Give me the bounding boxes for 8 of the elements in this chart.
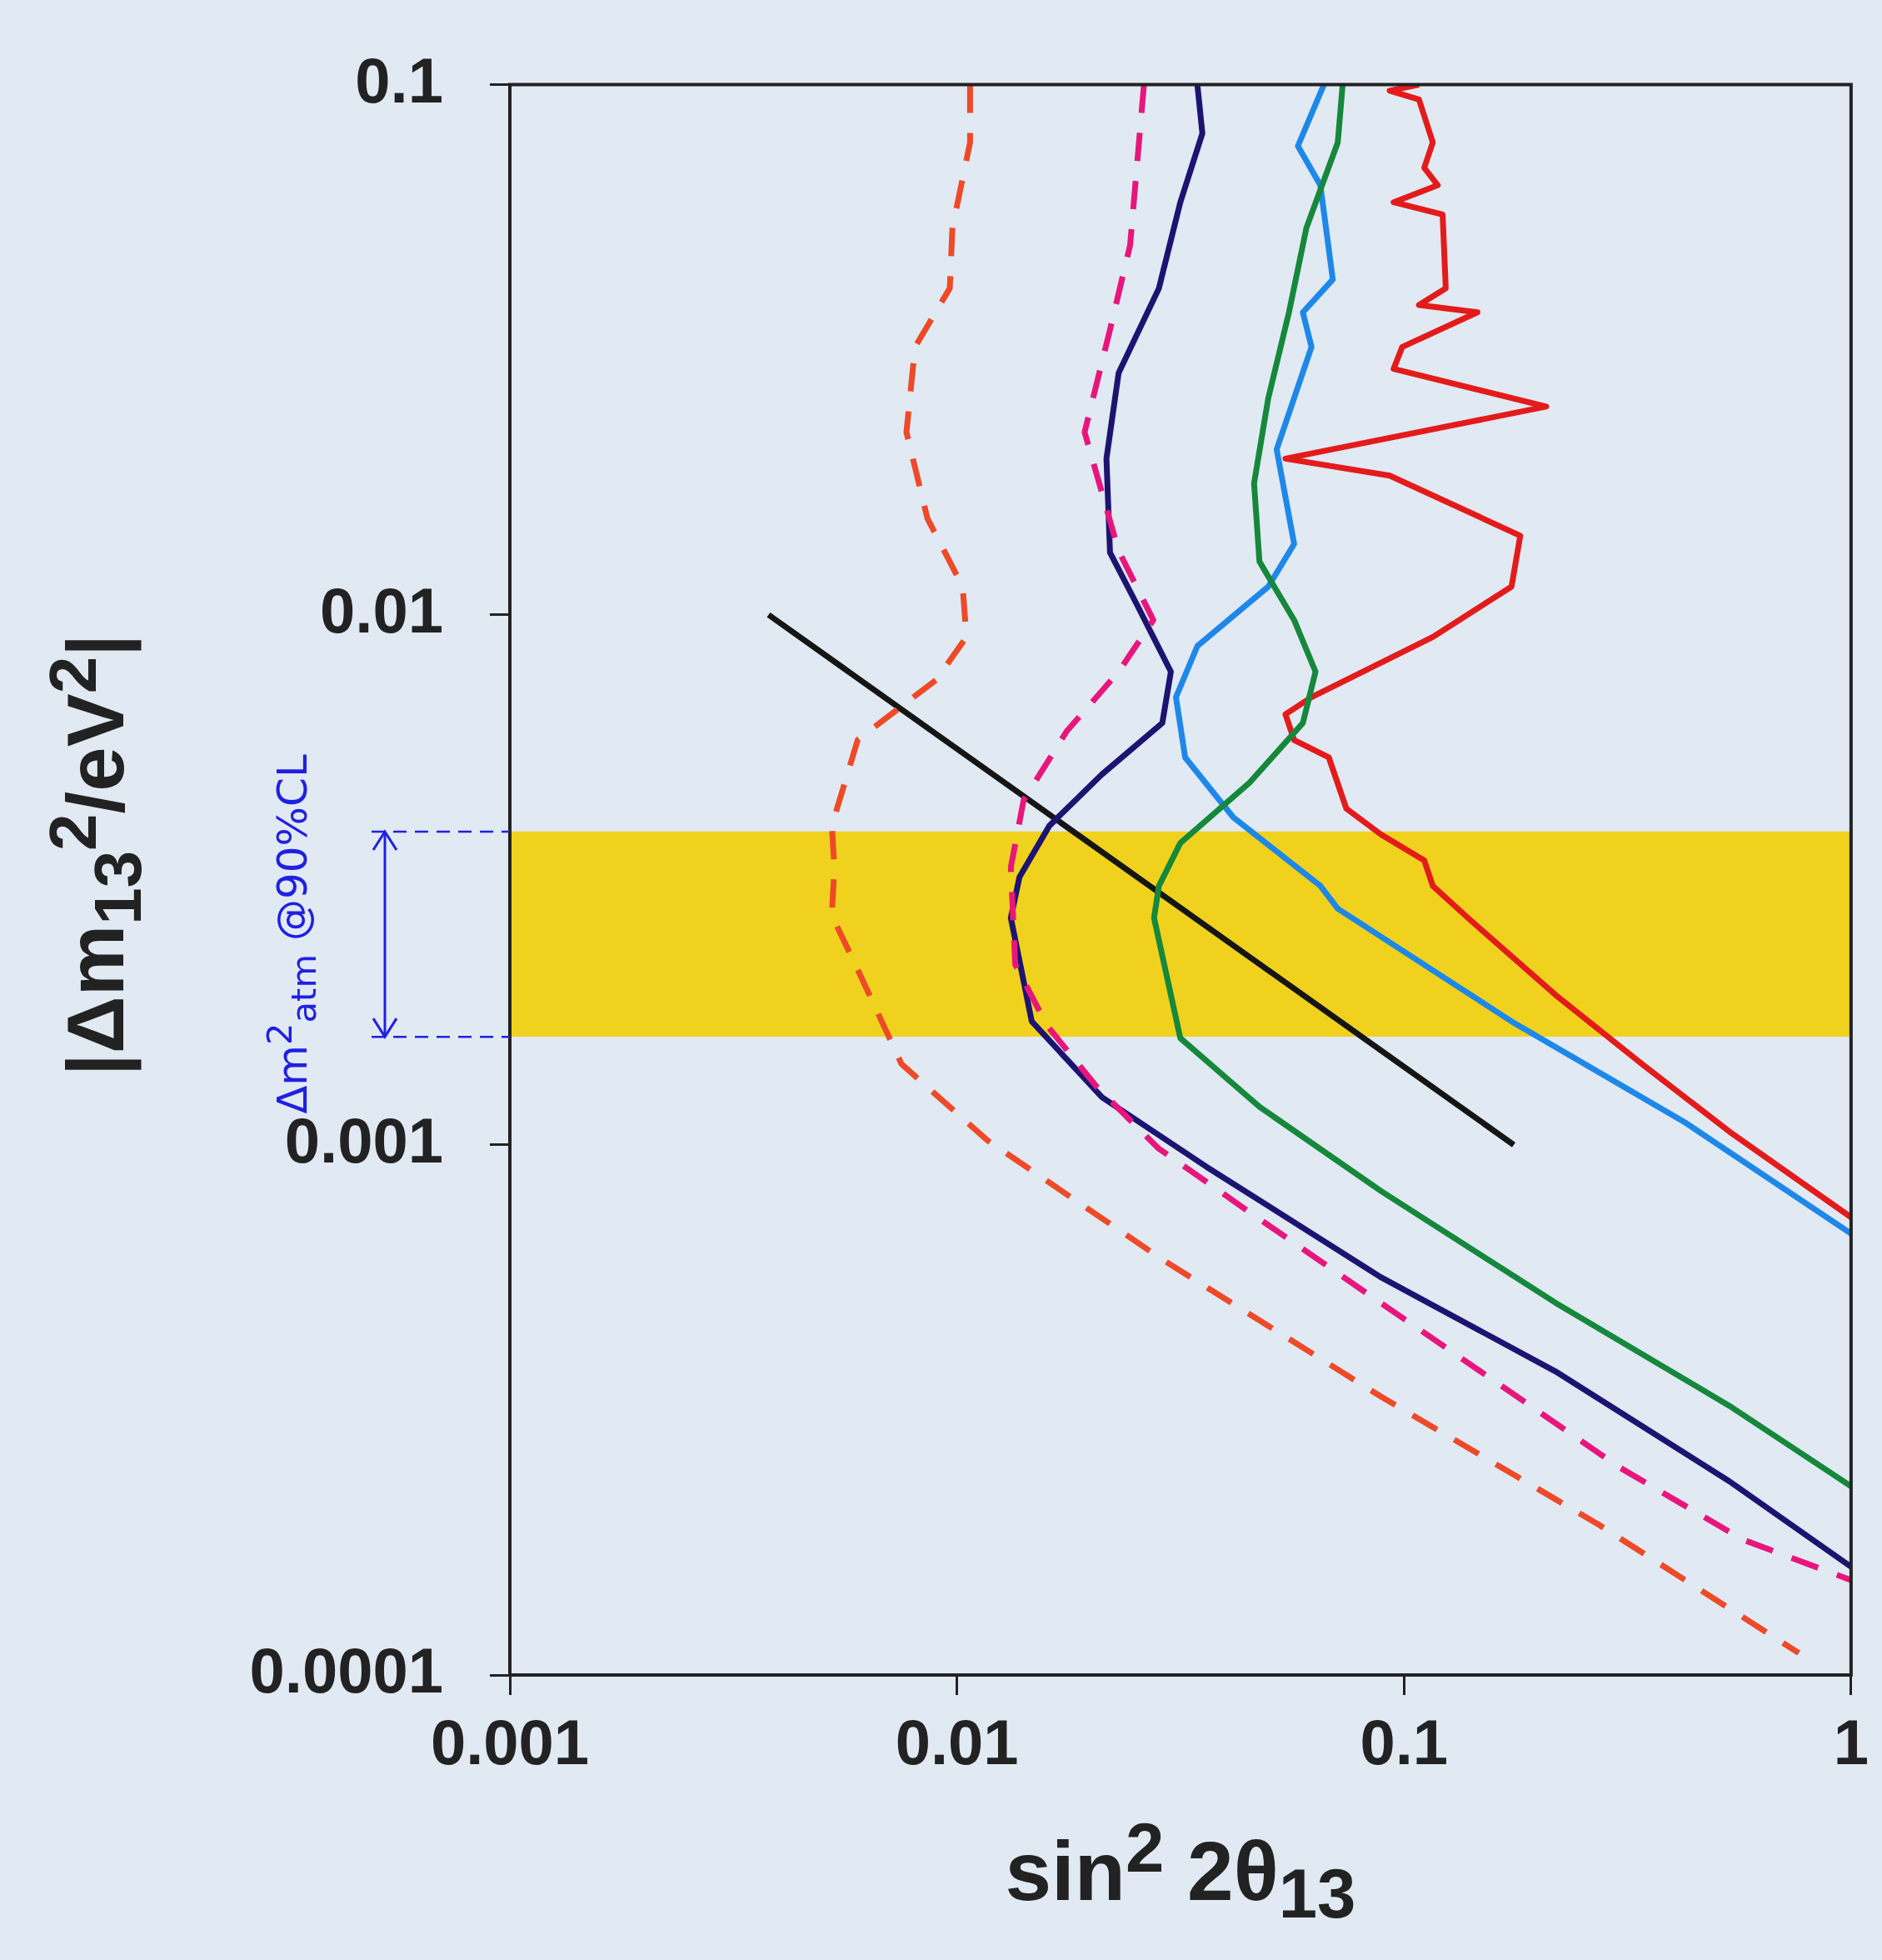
y-tick-label: 0.1 [355,44,443,116]
x-tick-label: 1 [1833,1706,1870,1778]
y-tick-label: 0.0001 [249,1634,443,1706]
x-tick-label: 0.1 [1360,1706,1449,1778]
y-tick-label: 0.01 [320,574,443,646]
x-axis-title: sin$^{2}$ 2θ$_{13}$ [1004,1808,1357,1935]
x-tick-label: 0.001 [430,1706,590,1778]
x-tick-label: 0.01 [895,1706,1019,1778]
